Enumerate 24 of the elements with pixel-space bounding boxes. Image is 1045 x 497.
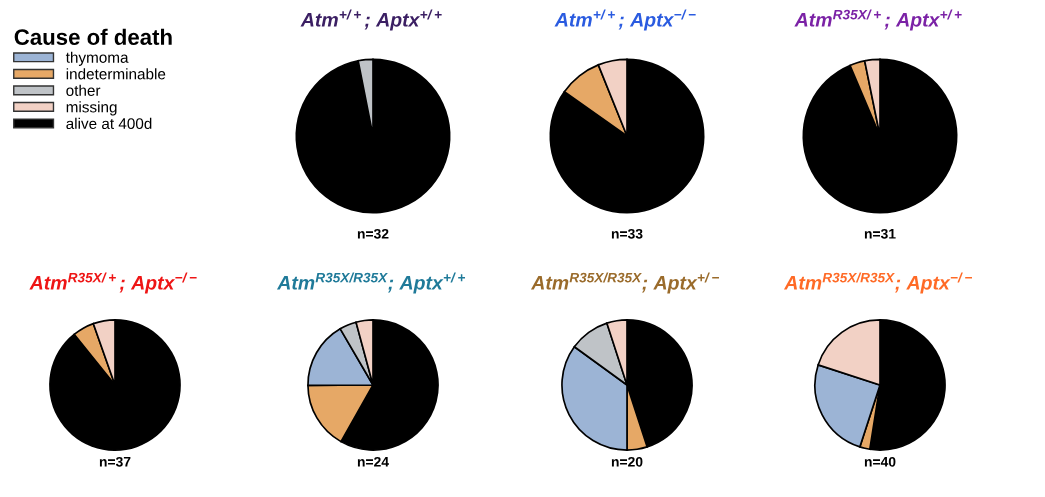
chart-title: Atm$^{R35X/+}$; Aptx$^{+/+}$ [794,9,962,31]
chart-title: Atm$^{R35X/+}$; Aptx$^{−/−}$ [29,272,197,294]
chart-title: Atm$^{+/+}$; Aptx$^{−/−}$ [554,9,696,31]
chart-title: Atm$^{+/+}$; Aptx$^{+/+}$ [300,9,442,31]
legend-label: indeterminable [66,68,166,80]
legend-label: other [66,84,101,96]
text: n=40 [864,456,896,467]
chart-title: Atm$^{R35X/R35X}$; Aptx$^{+/+}$ [276,272,466,294]
text: n=32 [357,228,389,239]
legend-label: thymoma [65,51,129,66]
chart-title: Atm$^{R35X/R35X}$; Aptx$^{+/−}$ [530,272,720,294]
chart-title: Atm$^{R35X/R35X}$; Aptx$^{−/−}$ [783,272,973,294]
text: n=33 [611,228,643,239]
text: n=31 [864,228,896,239]
legend-label: missing [66,101,117,116]
text: n=24 [357,456,389,467]
pie-slice [49,319,181,451]
text: n=20 [611,456,643,467]
pie-slice [549,58,705,214]
legend-title: Cause of death [14,28,172,45]
pie-slice [802,58,958,214]
text: n=37 [99,456,131,467]
legend-label: alive at 400d [66,117,152,130]
pie-slice [295,58,451,214]
